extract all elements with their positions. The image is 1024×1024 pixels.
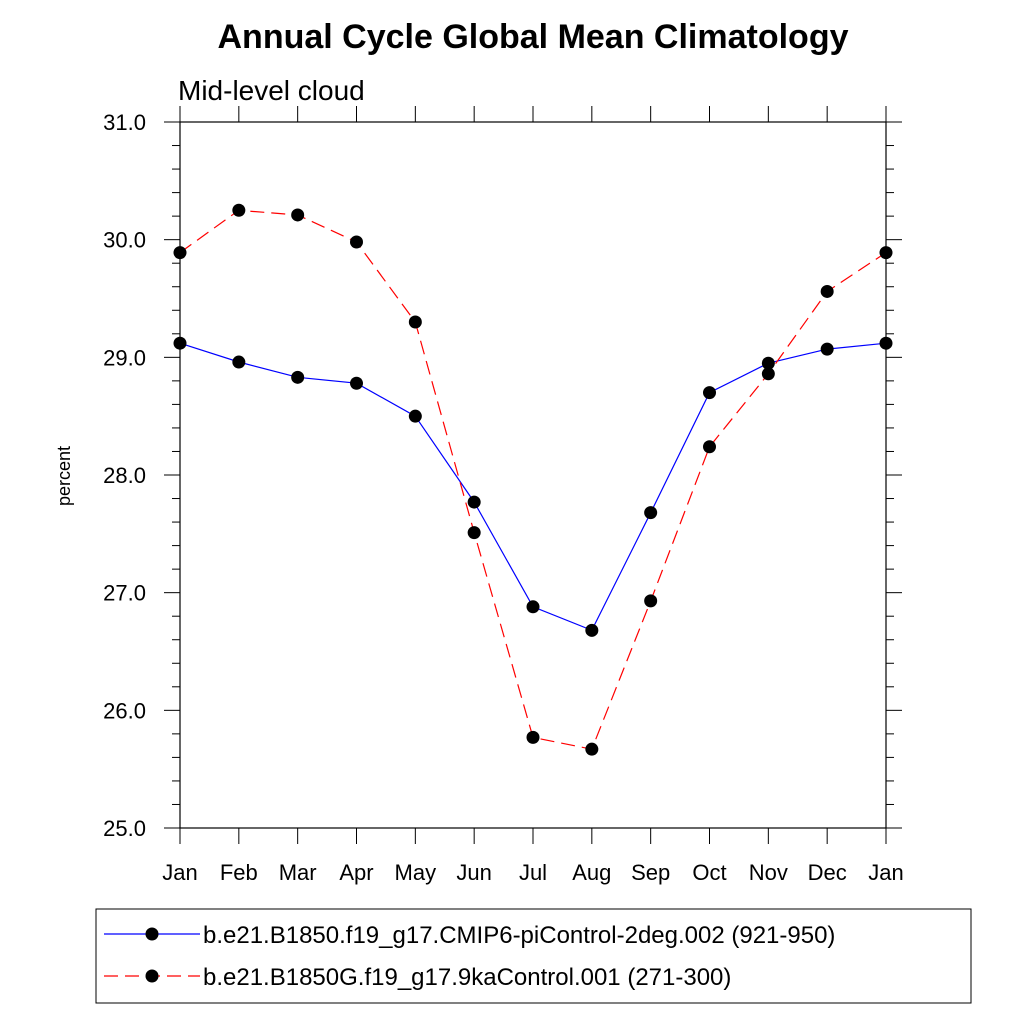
- chart-subtitle: Mid-level cloud: [178, 75, 365, 106]
- x-tick-label: Sep: [631, 860, 670, 885]
- series-1-point: [879, 336, 893, 350]
- x-tick-label: Aug: [572, 860, 611, 885]
- y-tick-label: 27.0: [103, 581, 146, 606]
- x-tick-label: Dec: [808, 860, 847, 885]
- series-1-point: [703, 386, 716, 400]
- series-2-point: [291, 208, 305, 222]
- y-tick-label: 26.0: [103, 698, 146, 723]
- x-tick-label: Apr: [339, 860, 373, 885]
- series-1-point: [526, 600, 540, 614]
- series-group: [173, 203, 893, 756]
- series-2-point: [173, 246, 187, 260]
- chart-title: Annual Cycle Global Mean Climatology: [218, 18, 849, 56]
- legend: b.e21.B1850.f19_g17.CMIP6-piControl-2deg…: [104, 922, 835, 991]
- series-2-point: [350, 235, 363, 249]
- series-1-point: [644, 506, 658, 520]
- series-line-2: [179, 209, 887, 750]
- legend-label-2: b.e21.B1850G.f19_g17.9kaControl.001 (271…: [203, 964, 731, 991]
- legend-box: [95, 908, 972, 1004]
- y-axis-label: percent: [54, 446, 74, 506]
- series-2-point: [408, 315, 422, 329]
- series-2-point: [644, 594, 658, 608]
- series-1-point: [408, 409, 422, 423]
- x-tick-labels: Jan Feb Mar Apr May Jun Jul Aug Sep Oct Nov Dec Jan: [162, 860, 903, 885]
- y-tick-label: 25.0: [103, 816, 146, 841]
- series-2-point: [879, 246, 893, 260]
- series-1-point: [291, 370, 305, 384]
- legend-marker-1: [145, 927, 159, 941]
- legend-label-1: b.e21.B1850.f19_g17.CMIP6-piControl-2deg…: [203, 922, 835, 949]
- series-2-point: [232, 203, 246, 217]
- series-1-point: [232, 355, 246, 369]
- x-tick-label: Jun: [456, 860, 491, 885]
- series-1-point: [467, 495, 481, 509]
- y-tick-label: 30.0: [103, 228, 146, 253]
- y-tick-label: 29.0: [103, 345, 146, 370]
- series-1-point: [350, 376, 363, 390]
- plot-frame: [179, 121, 887, 829]
- legend-marker-2: [145, 969, 159, 983]
- series-1-point: [761, 356, 775, 370]
- y-tick-labels: 25.0 26.0 27.0 28.0 29.0 30.0 31.0: [103, 110, 146, 841]
- series-2-point: [585, 742, 599, 756]
- series-2-point: [467, 526, 481, 540]
- y-tick-label: 31.0: [103, 110, 146, 135]
- axis-ticks: [164, 106, 902, 844]
- series-1-point: [820, 342, 834, 356]
- x-tick-label: Jan: [868, 860, 903, 885]
- x-tick-label: Jul: [519, 860, 547, 885]
- x-tick-label: Feb: [220, 860, 258, 885]
- x-tick-label: May: [395, 860, 437, 885]
- series-2-point: [820, 284, 834, 298]
- series-1-point: [173, 336, 187, 350]
- x-tick-label: Nov: [749, 860, 788, 885]
- series-2-point: [526, 730, 540, 744]
- y-tick-label: 28.0: [103, 463, 146, 488]
- x-tick-label: Oct: [692, 860, 726, 885]
- series-2-point: [761, 367, 775, 381]
- x-tick-label: Mar: [279, 860, 317, 885]
- series-2-point: [703, 440, 716, 454]
- x-tick-label: Jan: [162, 860, 197, 885]
- series-line-1: [179, 342, 887, 632]
- series-1-point: [585, 623, 599, 637]
